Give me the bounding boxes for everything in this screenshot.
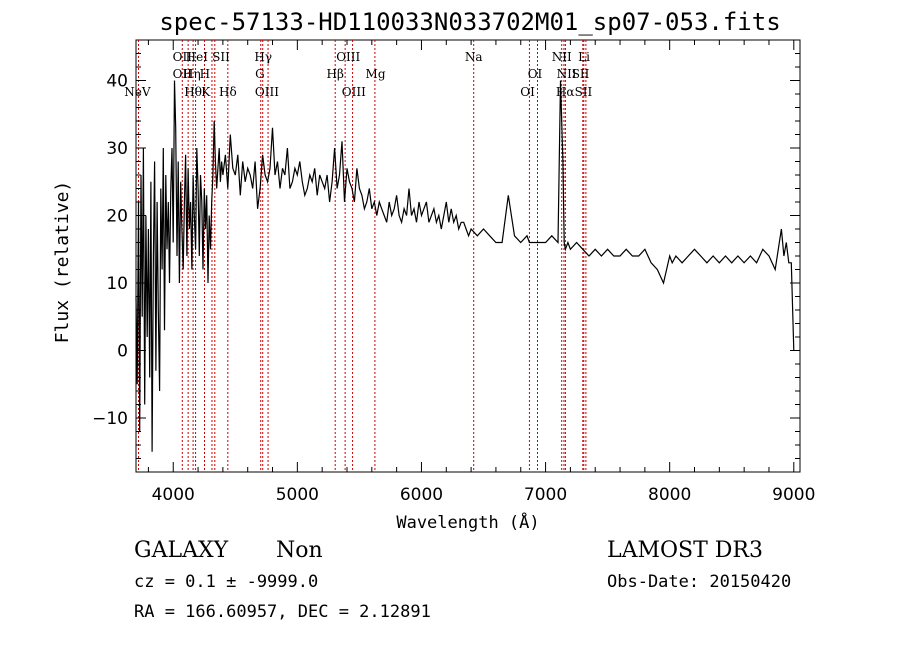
object-class: GALAXY [134, 538, 229, 563]
y-tick-label: 10 [106, 274, 128, 294]
line-label-nii: NII [552, 50, 572, 64]
line-label-h: H [200, 67, 210, 81]
line-label-sii: SII [575, 85, 593, 99]
line-label-oi: OI [520, 85, 535, 99]
y-tick-label: 0 [117, 342, 128, 362]
line-label-hθ: Hθ [184, 85, 202, 99]
obs-date: Obs-Date: 20150420 [607, 572, 792, 592]
line-labels: NeV OII OII Hθ Hη HeI HK SII Hδ Hγ G OIII Hβ OIII OIII… [124, 50, 592, 99]
line-label-oiii: OIII [336, 50, 360, 64]
y-axis-label: Flux (relative) [52, 181, 73, 344]
x-tick-label: 8000 [648, 485, 691, 505]
line-label-hα: Hα [556, 85, 575, 99]
line-label-mg: Mg [366, 67, 386, 81]
line-markers [137, 40, 587, 472]
axis-ticks: 4000 5000 6000 7000 8000 9000 −10 0 10 20 30 40 [92, 40, 815, 505]
spectrum-line [135, 80, 795, 452]
x-tick-label: 5000 [276, 485, 319, 505]
line-label-oiii: OIII [255, 85, 279, 99]
line-label-hδ: Hδ [219, 85, 237, 99]
line-label-na: Na [465, 50, 483, 64]
line-label-g: G [255, 67, 265, 81]
line-label-nii: NII [557, 67, 577, 81]
line-label-oiii: OIII [342, 85, 366, 99]
line-label-hγ: Hγ [254, 50, 272, 64]
x-tick-label: 9000 [772, 485, 815, 505]
survey-name: LAMOST DR3 [607, 538, 763, 563]
line-label-oii: OII [173, 50, 193, 64]
y-tick-label: 30 [106, 139, 128, 159]
line-label-nev: NeV [124, 85, 151, 99]
line-label-sii: SII [572, 67, 590, 81]
line-label-hη: Hη [183, 67, 201, 81]
x-tick-label: 7000 [524, 485, 567, 505]
ra-dec-readout: RA = 166.60957, DEC = 2.12891 [134, 602, 431, 622]
line-label-oi: OI [528, 67, 543, 81]
x-tick-label: 4000 [152, 485, 195, 505]
line-label-oii: OII [173, 67, 193, 81]
object-subclass: Non [276, 538, 323, 563]
y-tick-label: 40 [106, 72, 128, 92]
line-label-li: Li [578, 50, 590, 64]
line-label-hei: HeI [186, 50, 209, 64]
line-label-hβ: Hβ [326, 67, 343, 81]
y-tick-label: 20 [106, 207, 128, 227]
line-label-k: K [201, 85, 211, 99]
line-label-sii: SII [212, 50, 230, 64]
redshift-readout: cz = 0.1 ± -9999.0 [134, 572, 319, 592]
x-tick-label: 6000 [400, 485, 443, 505]
chart-title: spec-57133-HD110033N033702M01_sp07-053.f… [159, 8, 781, 36]
x-axis-label: Wavelength (Å) [396, 511, 539, 533]
y-tick-label: −10 [92, 409, 128, 429]
